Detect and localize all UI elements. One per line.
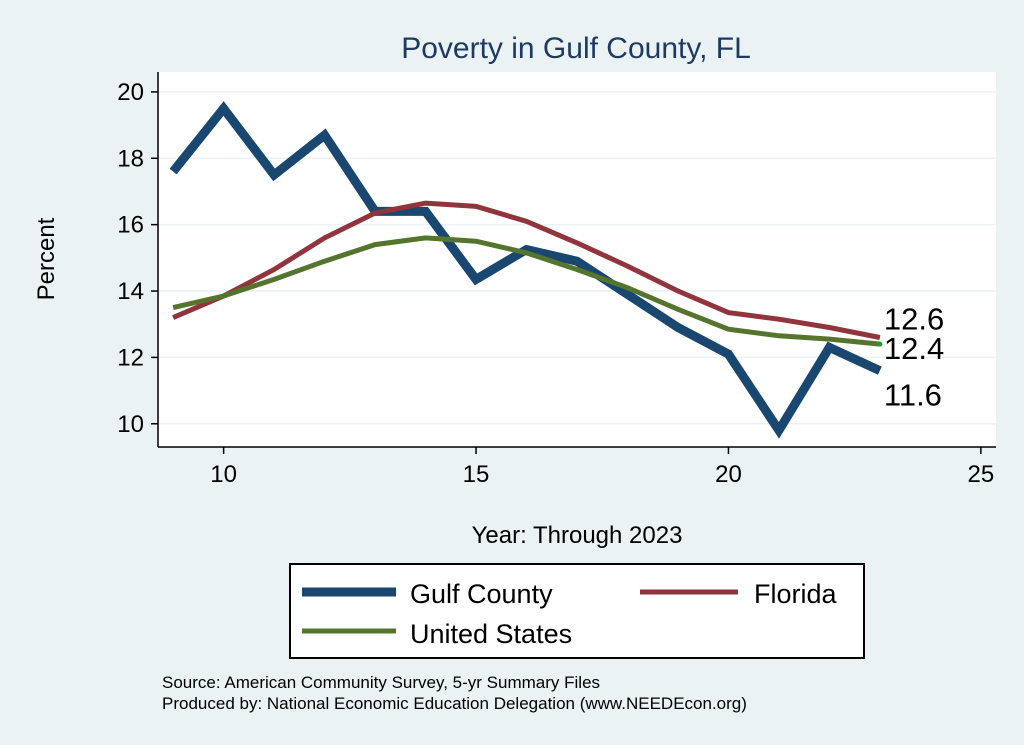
x-tick-label: 10: [210, 461, 237, 488]
legend: Gulf County Florida United States: [289, 563, 865, 659]
produced-by-line: Produced by: National Economic Education…: [162, 694, 747, 713]
y-tick-label: 10: [117, 411, 144, 438]
series-line-gulf-county: [169, 101, 882, 439]
x-axis-title: Year: Through 2023: [472, 522, 683, 549]
source-note: Source: American Community Survey, 5-yr …: [162, 673, 747, 713]
source-line: Source: American Community Survey, 5-yr …: [162, 673, 600, 692]
y-tick-label: 20: [117, 79, 144, 106]
y-tick-label: 14: [117, 278, 144, 305]
y-tick-label: 12: [117, 344, 144, 371]
series-line-florida: [172, 200, 881, 340]
legend-label-united-states: United States: [410, 619, 572, 649]
y-tick-label: 16: [117, 212, 144, 239]
x-tick-label: 15: [463, 461, 490, 488]
end-label-gulf-county: 11.6: [884, 378, 942, 413]
series-end-marker: [877, 341, 883, 347]
chart-title: Poverty in Gulf County, FL: [401, 32, 751, 65]
axes: 10 12 14 16 18 20 10 15 20 25: [117, 72, 996, 488]
end-label-united-states: 12.4: [884, 331, 944, 366]
x-tick-label: 20: [715, 461, 742, 488]
legend-box: [289, 563, 865, 659]
legend-label-florida: Florida: [754, 579, 838, 609]
x-tick-label: 25: [968, 461, 995, 488]
end-label-florida: 12.6: [884, 301, 944, 336]
legend-label-gulf-county: Gulf County: [410, 579, 553, 609]
end-value-labels: 12.612.4 11.6: [884, 301, 944, 412]
y-tick-label: 18: [117, 145, 144, 172]
series-line-united-states: [172, 235, 881, 347]
y-axis-title: Percent: [33, 217, 60, 300]
series-lines: [169, 101, 883, 439]
